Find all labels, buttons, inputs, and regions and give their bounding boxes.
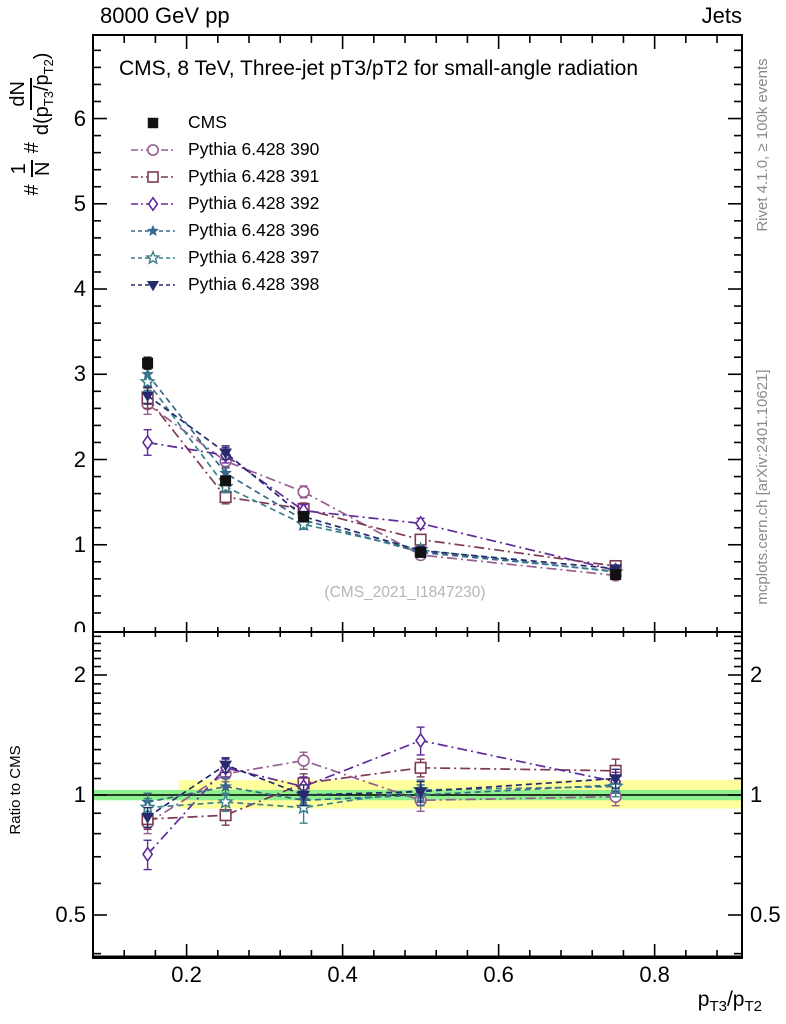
square-icon (131, 170, 175, 183)
ratio-axis-label: Ratio to CMS (7, 745, 24, 835)
legend-label: Pythia 6.428 392 (188, 193, 320, 213)
process-label: Jets (701, 3, 742, 28)
ratio-y-tick-label-left: 0.5 (55, 902, 86, 927)
legend-label: Pythia 6.428 398 (188, 274, 320, 294)
x-tick-label: 0.4 (327, 962, 358, 987)
watermark-label: (CMS_2021_I1847230) (324, 584, 486, 601)
legend-label: Pythia 6.428 390 (188, 139, 320, 159)
legend-item: Pythia 6.428 391 (130, 163, 319, 190)
main-y-tick-label: 2 (73, 446, 86, 472)
main-y-tick-label: 5 (73, 190, 86, 216)
legend-item: Pythia 6.428 390 (130, 136, 319, 163)
main-y-tick-label: 0 (73, 617, 86, 642)
main-y-tick-label: 1 (73, 531, 86, 557)
ratio-y-tick-label-right: 2 (750, 662, 763, 687)
ratio-y-tick-label-right: 0.5 (750, 902, 781, 927)
rivet-version-label: Rivet 4.1.0, ≥ 100k events (754, 58, 771, 232)
x-axis-label: pT3/pT2 (697, 988, 762, 1016)
ylabel-hash-2: # (20, 142, 43, 154)
square-icon (147, 117, 159, 128)
x-tick-label: 0.6 (483, 962, 514, 987)
legend-item: CMS (130, 109, 319, 136)
legend-label: Pythia 6.428 396 (188, 220, 320, 240)
main-y-tick-label: 3 (73, 361, 86, 387)
main-y-tick-label: 6 (73, 105, 86, 131)
series-pythia-6.428-390 (141, 393, 622, 835)
series-pythia-6.428-396 (141, 365, 622, 813)
legend-label: CMS (188, 112, 227, 132)
ratio-y-tick-label-left: 1 (73, 782, 86, 807)
ratio-y-tick-label-right: 1 (750, 782, 763, 807)
diamond-icon (131, 195, 175, 212)
beam-energy-label: 8000 GeV pp (100, 3, 230, 28)
legend-item: Pythia 6.428 396 (130, 217, 319, 244)
ylabel-fraction-1: 1 N (8, 160, 54, 178)
plot-title: CMS, 8 TeV, Three-jet pT3/pT2 for small-… (119, 57, 639, 80)
series-cms (142, 356, 622, 581)
star-icon (131, 224, 175, 236)
legend-item: Pythia 6.428 398 (130, 271, 319, 298)
legend-item: Pythia 6.428 397 (130, 244, 319, 271)
circle-icon (131, 143, 175, 156)
main-y-tick-label: 4 (73, 276, 86, 302)
star-icon (131, 249, 175, 265)
mcplots-credit-label: mcplots.cern.ch [arXiv:2401.10621] (754, 369, 771, 605)
x-tick-label: 0.2 (171, 962, 202, 987)
ylabel-hash-1: # (20, 184, 43, 196)
ratio-y-tick-label-left: 2 (73, 662, 86, 687)
legend-label: Pythia 6.428 391 (188, 166, 320, 186)
triangle-down-icon (131, 280, 175, 291)
legend: CMS Pythia 6.428 390 Pythia 6.428 391 Pythi… (130, 109, 319, 298)
x-tick-label: 0.8 (639, 962, 670, 987)
legend-label: Pythia 6.428 397 (188, 247, 320, 267)
legend-item: Pythia 6.428 392 (130, 190, 319, 217)
